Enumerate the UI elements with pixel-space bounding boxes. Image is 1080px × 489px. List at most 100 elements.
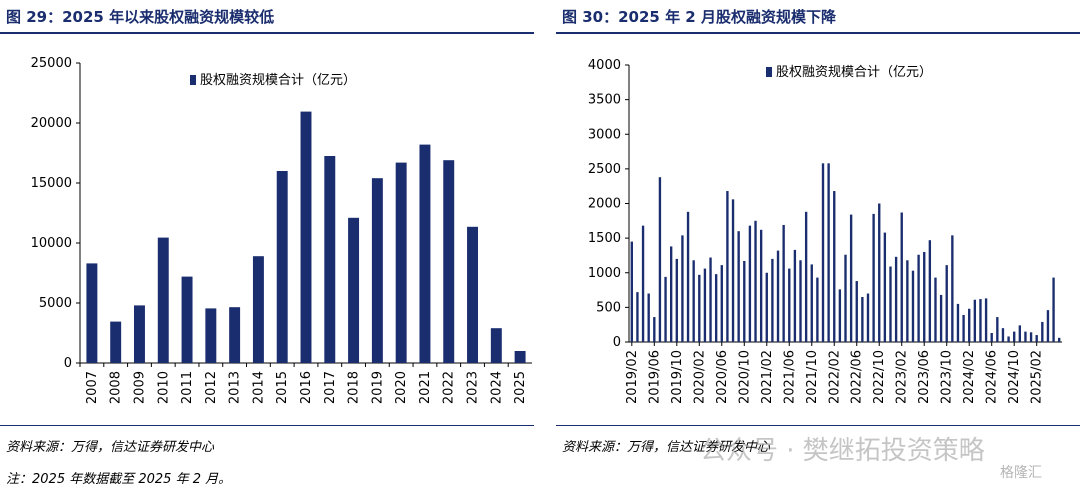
right-bar [833, 191, 836, 342]
right-bar [726, 191, 729, 342]
right-x-tick-label: 2024/06 [985, 350, 1000, 404]
left-x-tick-label: 2024 [489, 371, 504, 404]
right-bar [984, 298, 988, 342]
left-x-tick-label: 2008 [109, 371, 124, 404]
right-bar [866, 293, 870, 342]
right-bar [878, 203, 881, 342]
right-bar [906, 260, 909, 342]
right-y-tick-label: 3000 [588, 127, 621, 142]
left-y-tick-label: 15000 [31, 176, 72, 191]
right-bar [1024, 331, 1027, 342]
right-x-tick-label: 2022/06 [850, 350, 865, 404]
right-bar [1052, 277, 1055, 342]
right-bar [962, 314, 965, 342]
right-bar [928, 240, 932, 342]
right-x-tick-label: 2021/02 [760, 350, 775, 404]
left-bar-2013 [229, 307, 241, 363]
right-bar [973, 299, 977, 342]
left-bar-2007 [86, 263, 98, 363]
right-bar [1029, 332, 1033, 342]
left-x-tick-label: 2022 [442, 371, 457, 404]
left-bar-2022 [443, 160, 455, 363]
right-bar [894, 256, 898, 342]
left-bar-2011 [181, 276, 193, 363]
right-bar [771, 258, 774, 342]
right-y-tick-label: 0 [613, 335, 621, 350]
right-bar [968, 308, 971, 342]
right-bar [923, 251, 926, 342]
right-bar [681, 235, 684, 342]
right-bar [838, 289, 842, 342]
right-y-tick-label: 1000 [588, 266, 621, 281]
left-bar-2017 [324, 156, 336, 363]
watermark-logo: 格隆汇 [1000, 465, 1042, 481]
right-bar [1001, 328, 1005, 342]
right-x-tick-label: 2020/02 [692, 350, 707, 404]
right-bar [692, 260, 695, 342]
right-x-tick-label: 2022/10 [872, 350, 887, 404]
right-x-tick-label: 2021/10 [805, 350, 820, 404]
right-bar [816, 277, 819, 342]
right-bar [934, 277, 937, 342]
right-bar [821, 163, 825, 342]
right-x-tick-label: 2020/06 [715, 350, 730, 404]
left-note: 注：2025 年数据截至 2025 年 2 月。 [6, 472, 232, 487]
left-bar-2019 [371, 178, 383, 363]
right-y-tick-label: 3500 [588, 93, 621, 108]
right-x-tick-label: 2024/02 [962, 350, 977, 404]
right-bar [788, 268, 791, 342]
right-y-tick-label: 4000 [588, 58, 621, 73]
right-bar [776, 250, 780, 342]
right-y-tick-label: 2500 [588, 162, 621, 177]
left-x-tick-label: 2010 [156, 371, 171, 404]
left-bar-2018 [348, 217, 360, 363]
right-bar [917, 254, 920, 342]
right-bar [996, 317, 999, 342]
left-title-rule [0, 32, 534, 34]
left-x-tick-label: 2015 [275, 371, 290, 404]
left-source-rule [0, 425, 534, 426]
right-bar [709, 257, 712, 342]
right-bar [653, 317, 656, 342]
left-x-tick-label: 2007 [85, 371, 100, 404]
left-x-tick-label: 2021 [418, 371, 433, 404]
right-x-tick-label: 2019/02 [625, 350, 640, 404]
right-bar [1041, 321, 1044, 342]
right-x-tick-label: 2023/02 [895, 350, 910, 404]
left-bar-chart: 0 5000 10000 15000 20000 25000 股权融资规模合计（亿元） 200… [31, 56, 532, 404]
right-bar [849, 214, 853, 342]
right-bar [658, 177, 662, 342]
left-x-tick-label: 2020 [394, 371, 409, 404]
right-legend-label: 股权融资规模合计（亿元） [776, 64, 932, 80]
right-source-rule [556, 425, 1080, 426]
left-bar-2010 [157, 237, 169, 363]
left-x-tick-label: 2025 [513, 371, 528, 404]
right-bar [782, 224, 785, 342]
left-y-tick-label: 10000 [31, 236, 72, 251]
right-bar [1046, 310, 1050, 342]
right-x-tick-label: 2023/06 [917, 350, 932, 404]
left-bar-2024 [490, 328, 502, 363]
right-bar [844, 254, 847, 342]
right-x-tick-label: 2022/02 [827, 350, 842, 404]
right-x-tick-label: 2019/06 [647, 350, 662, 404]
right-bar [765, 272, 768, 342]
right-bar [804, 211, 808, 342]
right-bar [911, 270, 915, 342]
right-bar [990, 332, 993, 342]
right-bar [883, 232, 887, 342]
right-bar [956, 303, 960, 342]
right-bar [900, 212, 903, 342]
left-x-tick-label: 2012 [204, 371, 219, 404]
right-bar [698, 274, 701, 342]
left-bar-2015 [276, 171, 288, 363]
right-bar [810, 264, 813, 342]
right-bar [889, 266, 892, 342]
left-source: 资料来源：万得，信达证券研发中心 [6, 440, 215, 455]
right-x-tick-label: 2020/10 [737, 350, 752, 404]
right-legend-swatch [766, 67, 772, 77]
right-x-tick-label: 2025/02 [1030, 350, 1045, 404]
watermark-text: 公众号 · 樊继拓投资策略 [700, 436, 985, 466]
right-figure-title: 图 30：2025 年 2 月股权融资规模下降 [562, 8, 836, 26]
left-x-tick-label: 2019 [370, 371, 385, 404]
